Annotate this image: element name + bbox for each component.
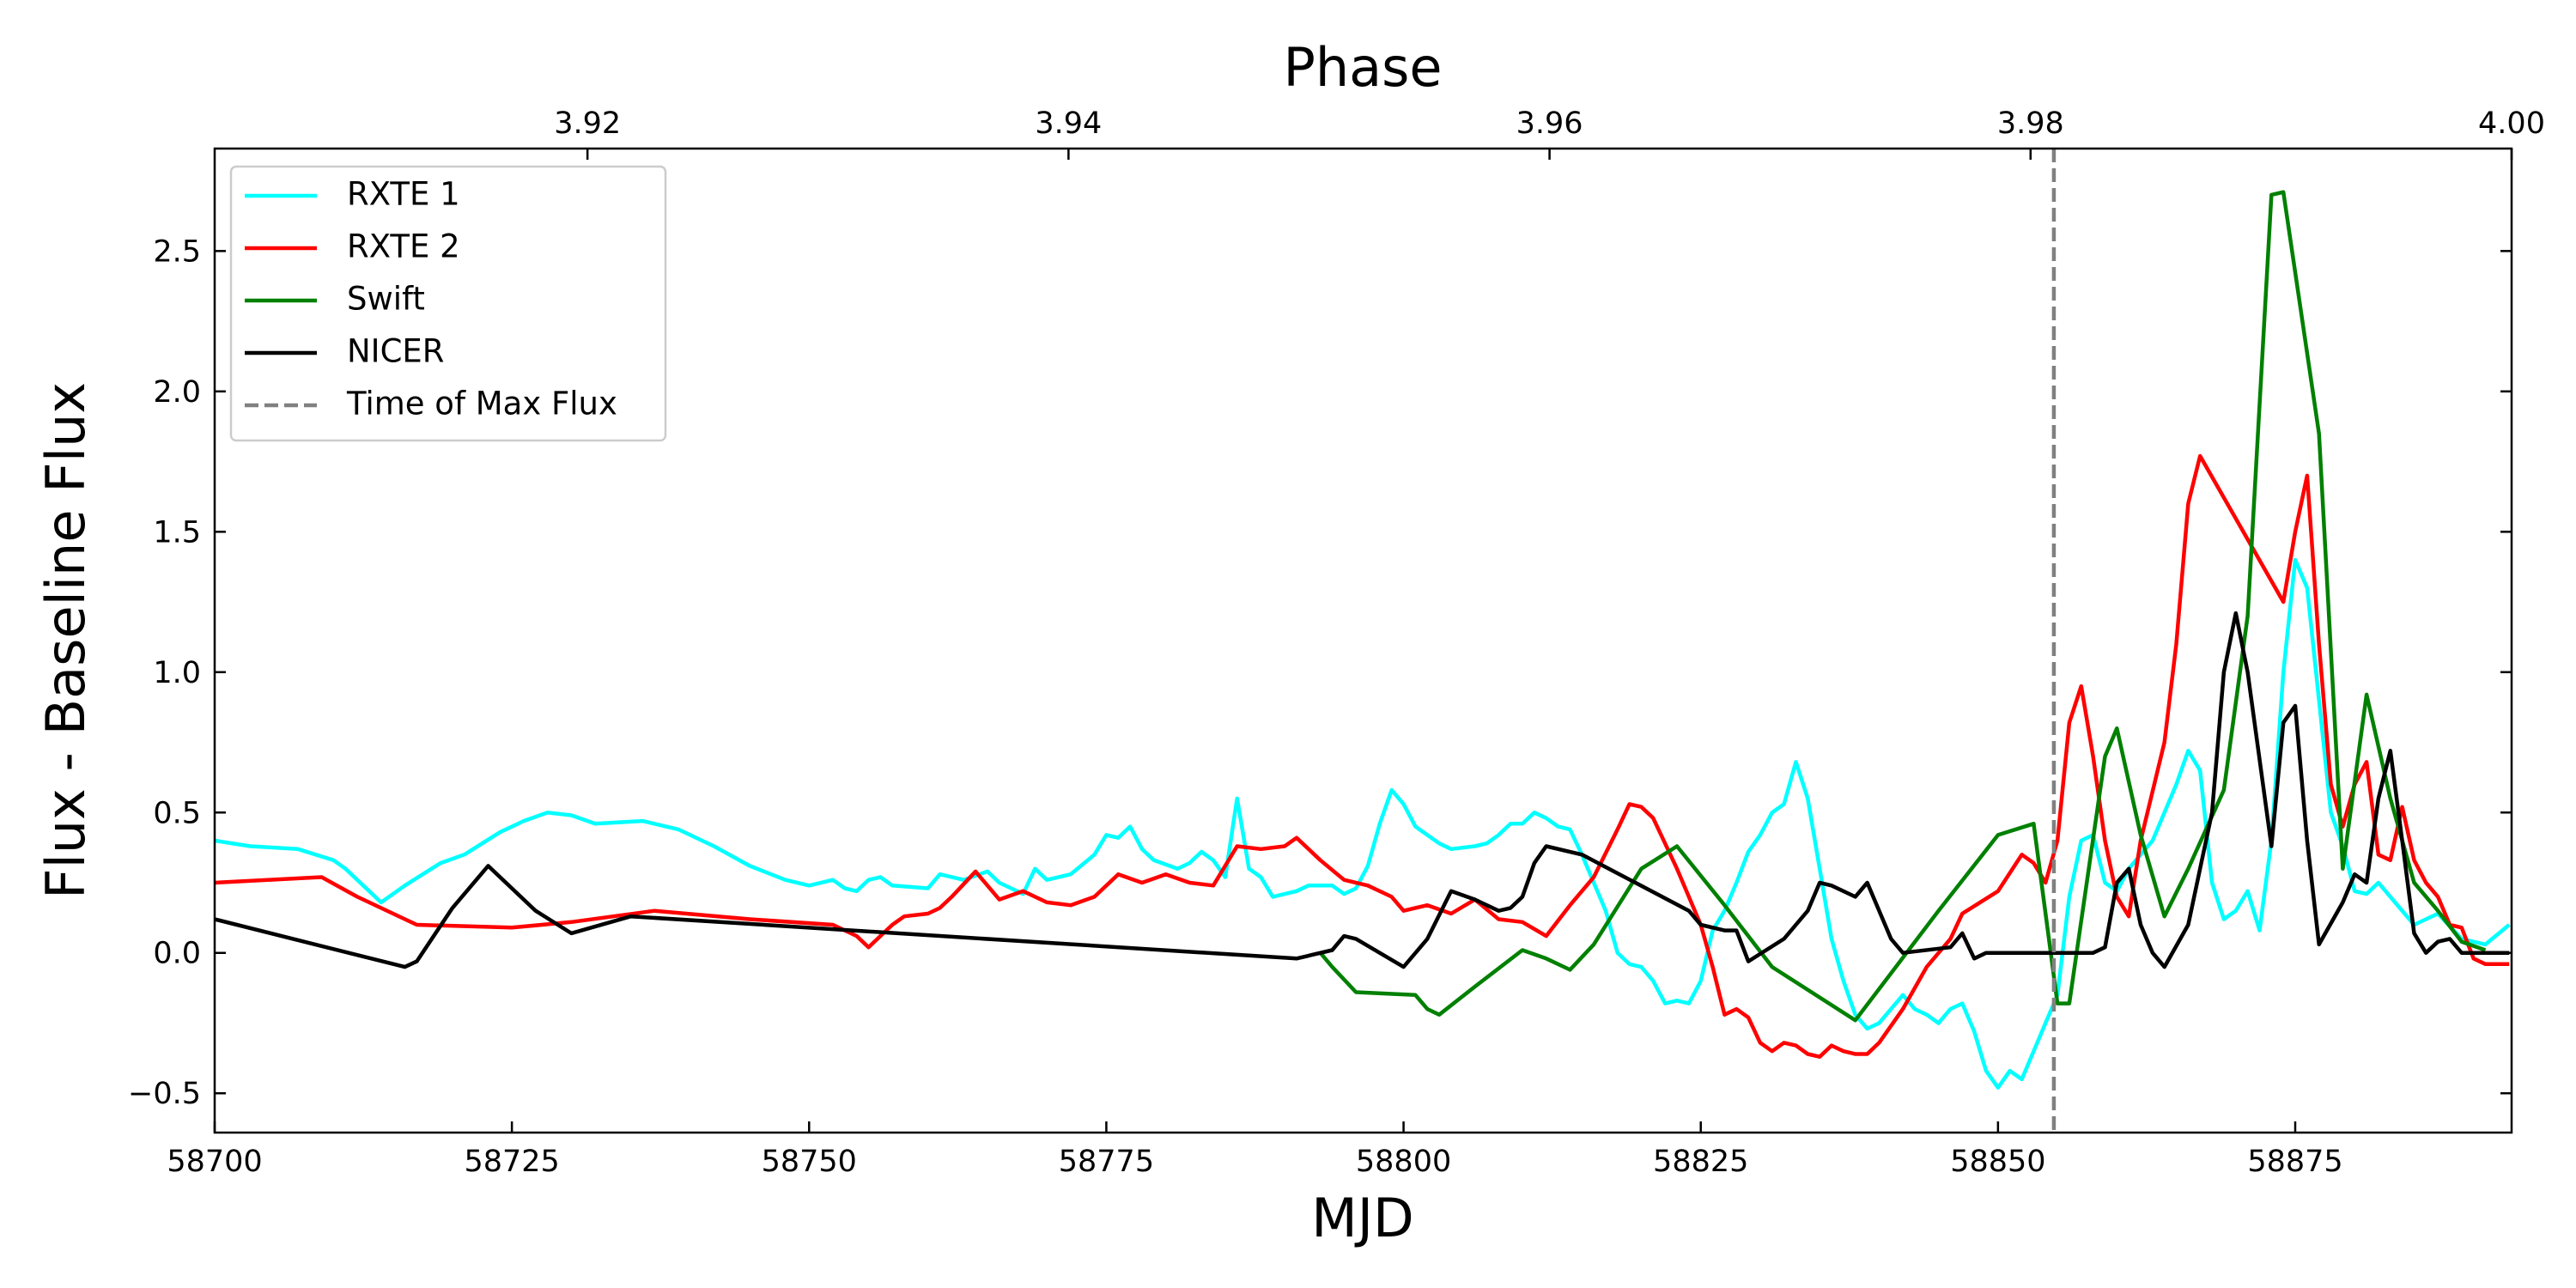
x2-tick-label: 3.98 [1997,106,2064,141]
legend-label: Time of Max Flux [346,386,617,422]
x2-tick-label: 3.96 [1516,106,1583,141]
x-tick-label: 58825 [1653,1145,1748,1179]
y-tick-label: 0.0 [153,937,201,971]
axes-frame [213,147,2513,1134]
legend-label: RXTE 2 [347,228,460,265]
legend: RXTE 1 RXTE 2 Swift NICER Time of Max Flux [229,165,667,442]
x-tick-label: 58875 [2247,1145,2342,1179]
x-tick-label: 58700 [167,1145,262,1179]
series-line [215,557,2511,1090]
legend-frame [229,165,667,442]
x2-tick-label: 4.00 [2478,106,2545,141]
x-tick-label: 58775 [1059,1145,1154,1179]
y-tick-label: 0.5 [153,796,201,830]
x2-tick-label: 3.92 [554,106,621,141]
y-tick-label: 2.5 [153,234,201,269]
x-tick-label: 58850 [1950,1145,2045,1179]
legend-label: NICER [347,333,445,370]
y-tick-label: 1.5 [153,515,201,550]
series-line [215,611,2510,969]
y-axis-label: Flux - Baseline Flux [34,382,97,899]
series-line [215,453,2510,1059]
x-tick-label: 58725 [464,1145,559,1179]
y-tick-label: −0.5 [128,1077,201,1111]
top-axis-title: Phase [1283,36,1442,99]
x-axis-label: MJD [1311,1187,1414,1249]
y-tick-label: 1.0 [153,656,201,690]
series-line [1318,190,2487,1023]
x2-tick-label: 3.94 [1035,106,1102,141]
legend-label: Swift [347,281,425,318]
legend-label: RXTE 1 [347,176,460,213]
x-tick-label: 58800 [1356,1145,1451,1179]
x-tick-label: 58750 [762,1145,857,1179]
y-tick-label: 2.0 [153,375,201,410]
